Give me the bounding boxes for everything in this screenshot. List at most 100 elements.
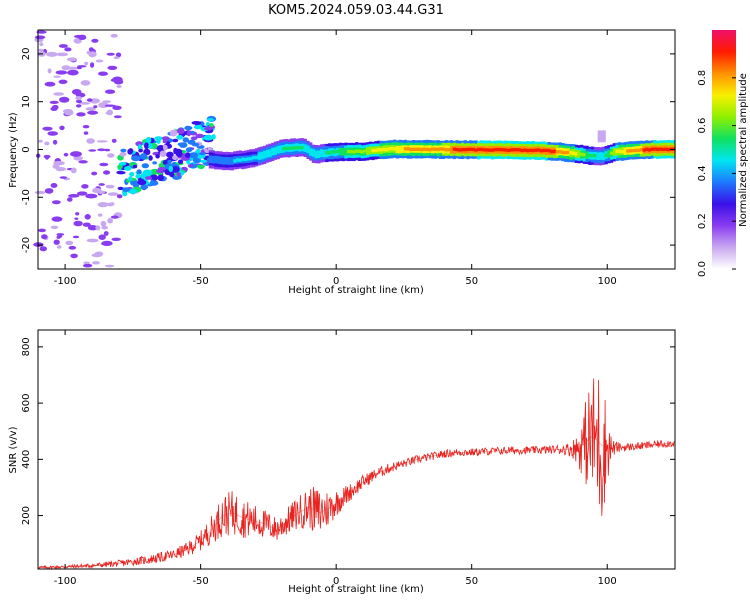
heatmap-cell (99, 162, 109, 167)
heatmap-cell (333, 150, 337, 154)
heatmap-cell (61, 65, 71, 71)
heatmap-cell (341, 150, 345, 154)
heatmap-cell (612, 151, 616, 155)
heatmap-cell (86, 138, 95, 144)
heatmap-cell (55, 70, 68, 75)
heatmap-cell (634, 148, 638, 152)
heatmap-cell (620, 149, 625, 154)
heatmap-cell (190, 130, 195, 134)
heatmap-cell (352, 150, 356, 154)
x-tick-label: 100 (598, 276, 617, 287)
heatmap-cell (203, 134, 214, 141)
heatmap-cell (82, 125, 90, 129)
heatmap-cell (184, 152, 191, 159)
heatmap-cell (124, 166, 132, 171)
heatmap-cell (360, 150, 364, 154)
heatmap-cell (46, 51, 58, 57)
heatmap-cell (112, 105, 122, 111)
heatmap-cell (555, 150, 559, 154)
heatmap-cell (58, 79, 68, 85)
x-tick-label: 100 (598, 576, 617, 587)
heatmap-cell (135, 174, 141, 179)
heatmap-cell (206, 118, 214, 122)
heatmap-cell (387, 147, 391, 151)
snr-line-marks (37, 378, 676, 571)
x-tick-label: 0 (333, 276, 339, 287)
heatmap-cell (558, 150, 562, 154)
heatmap-cell (129, 171, 135, 177)
heatmap-cell (192, 157, 201, 164)
heatmap-cell (110, 33, 118, 38)
heatmap-cell (198, 152, 206, 156)
heatmap-cell (363, 149, 367, 153)
heatmap-cell (265, 152, 269, 156)
colorbar-tick-label: 0.6 (697, 118, 708, 134)
heatmap-cell (130, 179, 140, 186)
heatmap-cell (515, 148, 519, 152)
heatmap-cell (561, 150, 565, 155)
heatmap-cell (137, 179, 147, 186)
heatmap-cell (94, 251, 104, 257)
heatmap-cell (658, 147, 662, 151)
colorbar-ticks: 0.0 0.2 0.4 0.6 0.8 (697, 70, 736, 277)
heatmap-cell (64, 47, 72, 52)
heatmap-cell (67, 69, 79, 76)
heatmap-cell (83, 131, 89, 135)
heatmap-cell (47, 68, 52, 74)
heatmap-cell (167, 159, 172, 164)
heatmap-cell (222, 159, 226, 163)
spectrogram-y-axis-label: Frequency (Hz) (8, 112, 19, 188)
heatmap-cell (498, 147, 503, 152)
heatmap-cell (412, 147, 416, 151)
heatmap-cell (137, 144, 142, 151)
heatmap-cell (37, 48, 44, 52)
heatmap-cell (34, 35, 46, 40)
heatmap-cell (488, 148, 492, 152)
heatmap-cell (44, 141, 50, 146)
heatmap-cell (68, 194, 80, 198)
heatmap-cell (107, 217, 113, 224)
heatmap-cell (104, 148, 111, 152)
heatmap-cell (195, 133, 204, 139)
heatmap-cell (512, 148, 516, 152)
heatmap-cell (95, 59, 104, 63)
heatmap-cell (517, 148, 522, 152)
heatmap-cell (314, 152, 318, 157)
heatmap-cell (86, 238, 99, 243)
heatmap-cell (149, 174, 159, 181)
heatmap-cell (107, 153, 115, 158)
heatmap-cell (116, 171, 126, 175)
heatmap-cell (85, 107, 96, 111)
heatmap-cell (534, 148, 538, 152)
heatmap-cell (185, 147, 193, 153)
heatmap-cell (366, 149, 370, 153)
heatmap-cell (436, 147, 440, 152)
heatmap-cell (176, 128, 185, 135)
heatmap-cell (87, 225, 98, 231)
heatmap-cell (428, 148, 432, 152)
heatmap-cell (382, 147, 386, 152)
heatmap-cell (496, 147, 500, 152)
heatmap-cell (450, 147, 454, 152)
heatmap-cell (107, 192, 119, 196)
heatmap-cell (70, 151, 82, 157)
heatmap-cell (319, 151, 324, 155)
x-tick-label: -50 (192, 276, 208, 287)
heatmap-cell (441, 147, 446, 151)
heatmap-cell (591, 154, 595, 158)
heatmap-cell (455, 147, 459, 152)
heatmap-cell (122, 187, 131, 192)
figure-title: KOM5.2024.059.03.44.G31 (268, 3, 444, 18)
heatmap-cell (175, 150, 183, 158)
heatmap-cell (420, 148, 424, 152)
heatmap-cell (100, 220, 107, 227)
heatmap-cell (653, 147, 657, 151)
heatmap-cell (110, 215, 119, 219)
heatmap-cell (172, 138, 179, 143)
heatmap-cell (536, 148, 541, 152)
heatmap-cell (550, 150, 554, 154)
heatmap-cell (138, 148, 143, 153)
heatmap-cell (80, 80, 91, 86)
